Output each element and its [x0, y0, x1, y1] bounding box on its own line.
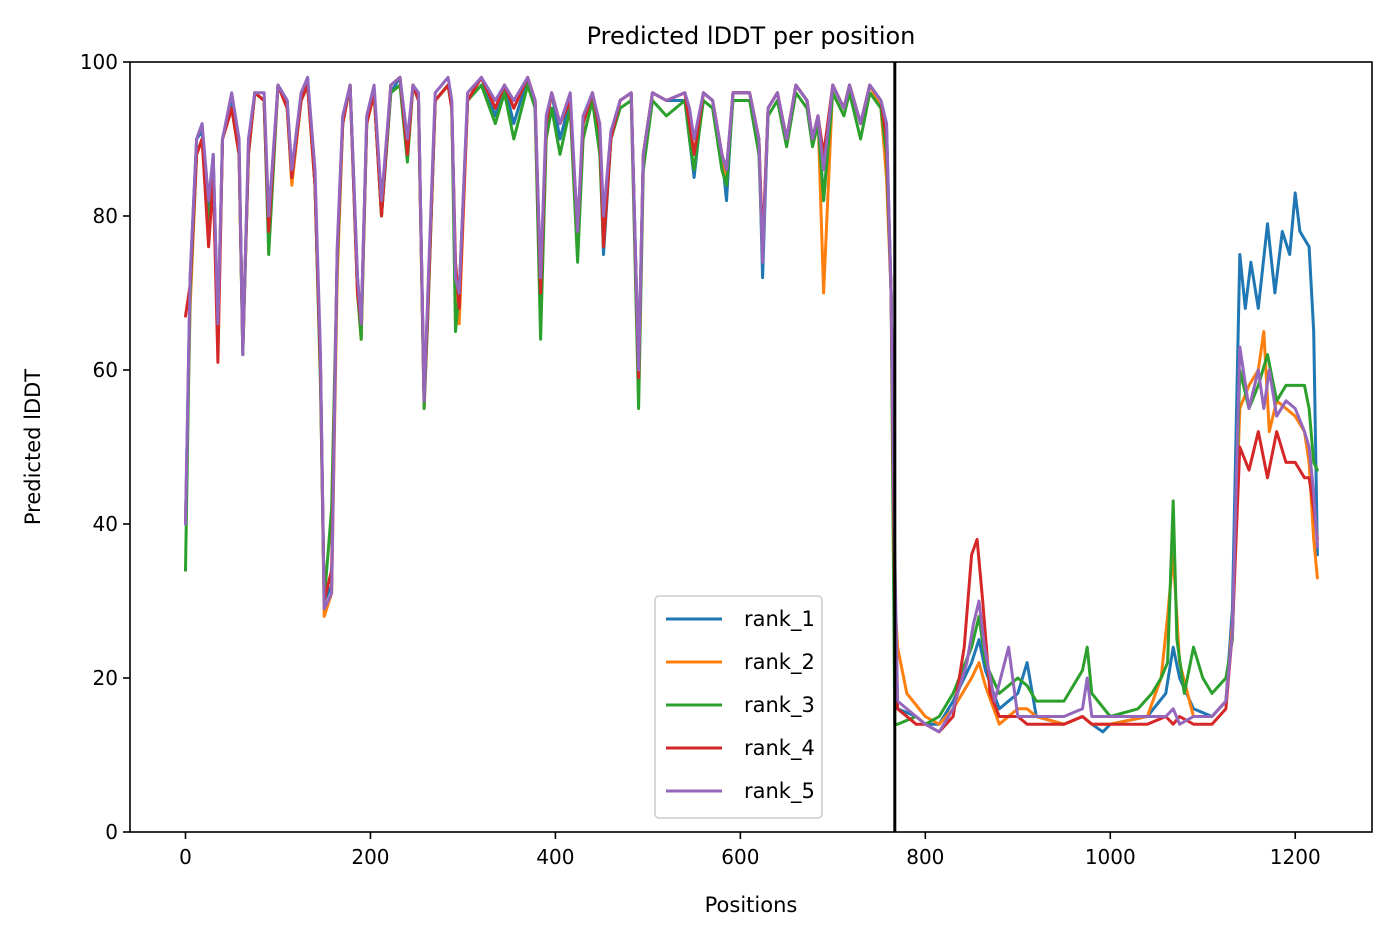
y-tick-label: 80	[93, 204, 118, 228]
plot-frame	[129, 61, 1373, 833]
y-axis-label: Predicted lDDT	[21, 369, 45, 525]
legend-label-rank_3: rank_3	[744, 693, 815, 718]
y-tick-label: 60	[93, 358, 118, 382]
y-tick-label: 20	[93, 666, 118, 690]
y-tick-label: 100	[80, 50, 118, 74]
y-tick-label: 40	[93, 512, 118, 536]
series-line-rank_3	[184, 83, 1319, 726]
series-layer	[184, 75, 1319, 734]
legend-frame	[654, 595, 823, 819]
x-tick-label: 600	[721, 845, 759, 869]
series-line-rank_5	[184, 75, 1319, 734]
x-tick-label: 400	[536, 845, 574, 869]
legend: rank_1 rank_2 rank_3 rank_4 rank_5	[654, 595, 823, 819]
chart-title: Predicted lDDT per position	[587, 22, 916, 50]
x-tick-label: 200	[351, 845, 389, 869]
x-tick-label: 800	[906, 845, 944, 869]
y-tick-label: 0	[105, 820, 118, 844]
x-tick-label: 1200	[1270, 845, 1321, 869]
x-tick-label: 1000	[1085, 845, 1136, 869]
legend-label-rank_4: rank_4	[744, 736, 815, 761]
legend-label-rank_1: rank_1	[744, 607, 815, 632]
legend-label-rank_5: rank_5	[744, 779, 815, 804]
y-axis-ticks: 0 20 40 60 80 100	[80, 50, 130, 844]
x-axis-ticks: 0 200 400 600 800 1000 1200	[179, 832, 1321, 869]
legend-label-rank_2: rank_2	[744, 650, 815, 675]
x-axis-label: Positions	[705, 893, 798, 917]
x-tick-label: 0	[179, 845, 192, 869]
